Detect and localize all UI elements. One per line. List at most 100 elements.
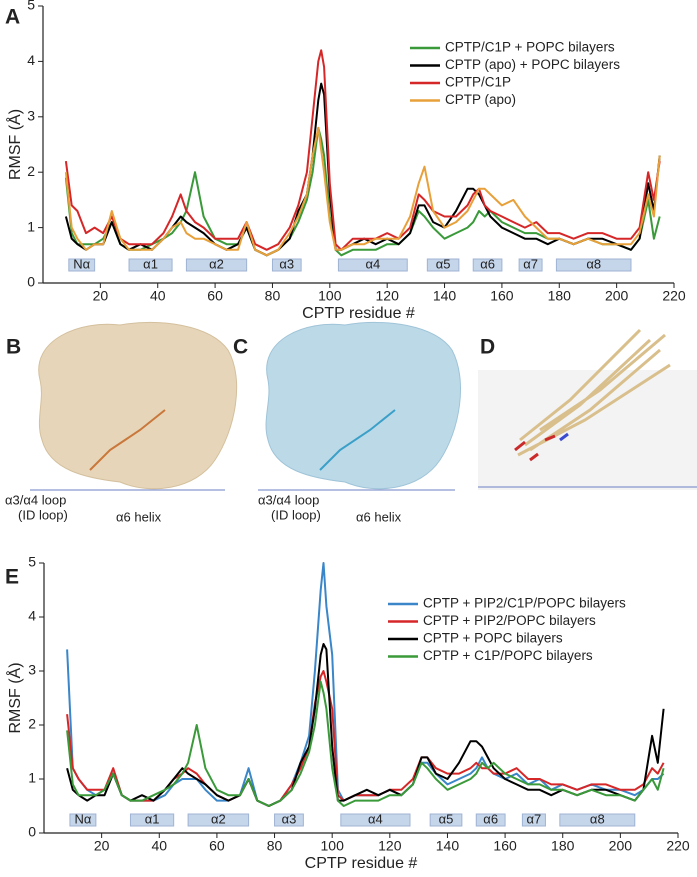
x-tick-label: 60 xyxy=(209,838,225,854)
y-tick-label: 4 xyxy=(27,52,35,68)
panel-label: A xyxy=(5,6,20,29)
legend-label: CPTP + PIP2/C1P/POPC bilayers xyxy=(423,596,626,611)
legend-label: CPTP + POPC bilayers xyxy=(423,631,563,646)
x-tick-label: 60 xyxy=(207,288,223,304)
helix-bar xyxy=(426,258,460,272)
helix-label: α8 xyxy=(586,256,601,271)
helix-bar xyxy=(69,813,97,827)
annotation: α6 helix xyxy=(356,509,402,524)
y-tick-label: 0 xyxy=(27,274,35,290)
x-tick-label: 180 xyxy=(548,288,572,304)
helix-bar xyxy=(128,258,173,272)
helix-bar xyxy=(187,813,250,827)
series-line xyxy=(64,126,661,257)
panel-label: D xyxy=(480,336,495,359)
helix-bar xyxy=(472,258,503,272)
annotation: α6 helix xyxy=(116,509,162,524)
legend-label: CPTP + C1P/POPC bilayers xyxy=(423,648,593,663)
helix-label: α7 xyxy=(527,811,542,826)
x-tick-label: 200 xyxy=(609,838,633,854)
helix-bar xyxy=(274,813,304,827)
y-tick-label: 5 xyxy=(28,554,36,570)
helix-bar xyxy=(518,258,543,272)
helix-label: α1 xyxy=(145,811,160,826)
panel-label: B xyxy=(6,336,21,359)
x-tick-label: 120 xyxy=(378,838,402,854)
y-tick-label: 3 xyxy=(27,108,35,124)
y-axis-label: RMSF (Å) xyxy=(5,109,24,180)
panel-label: E xyxy=(5,566,19,589)
x-axis-label: CPTP residue # xyxy=(305,855,418,872)
helix-bar xyxy=(555,258,632,272)
x-tick-label: 20 xyxy=(93,288,109,304)
ligand-overlay-d xyxy=(478,328,697,490)
series-line xyxy=(64,126,661,257)
helix-label: Nα xyxy=(74,811,91,826)
legend-label: CPTP (apo) xyxy=(445,92,516,107)
x-tick-label: 180 xyxy=(551,838,575,854)
series-line xyxy=(64,82,661,257)
panel-label: C xyxy=(233,336,248,359)
helix-label: α5 xyxy=(436,256,451,271)
y-axis-label: RMSF (Å) xyxy=(5,662,24,733)
helix-label: α7 xyxy=(523,256,538,271)
legend-label: CPTP/C1P + POPC bilayers xyxy=(445,40,615,55)
helix-bar xyxy=(68,258,96,272)
helix-label: α6 xyxy=(483,811,498,826)
x-tick-label: 40 xyxy=(151,838,167,854)
y-tick-label: 2 xyxy=(27,163,35,179)
helix-label: α4 xyxy=(365,256,380,271)
helix-bar xyxy=(521,813,546,827)
x-tick-label: 120 xyxy=(376,288,400,304)
protein-surface-c xyxy=(265,321,462,490)
series-line xyxy=(66,680,665,807)
annotation: α3/α4 loop xyxy=(258,492,319,507)
helix-bar xyxy=(340,813,411,827)
x-tick-label: 140 xyxy=(433,288,457,304)
x-tick-label: 160 xyxy=(490,288,514,304)
helix-label: α2 xyxy=(211,811,226,826)
x-tick-label: 40 xyxy=(150,288,166,304)
helix-label: α2 xyxy=(209,256,224,271)
x-tick-label: 140 xyxy=(436,838,460,854)
x-tick-label: 100 xyxy=(318,288,342,304)
helix-label: α3 xyxy=(279,256,294,271)
x-tick-label: 220 xyxy=(662,288,686,304)
x-tick-label: 100 xyxy=(321,838,345,854)
helix-label: α8 xyxy=(590,811,605,826)
x-axis-label: CPTP residue # xyxy=(302,305,415,322)
legend-label: CPTP/C1P xyxy=(445,75,511,90)
y-tick-label: 3 xyxy=(28,662,36,678)
helix-bar xyxy=(129,813,175,827)
helix-bar xyxy=(559,813,636,827)
helix-label: α4 xyxy=(368,811,383,826)
y-tick-label: 4 xyxy=(28,608,36,624)
annotation: α3/α4 loop xyxy=(5,492,66,507)
series-line xyxy=(66,670,665,807)
y-tick-label: 5 xyxy=(27,0,35,13)
helix-label: α5 xyxy=(439,811,454,826)
y-tick-label: 0 xyxy=(28,824,36,840)
helix-label: α6 xyxy=(480,256,495,271)
helix-bar xyxy=(337,258,408,272)
y-tick-label: 2 xyxy=(28,716,36,732)
helix-bar xyxy=(429,813,463,827)
y-tick-label: 1 xyxy=(27,218,35,234)
x-tick-label: 160 xyxy=(493,838,517,854)
x-tick-label: 80 xyxy=(267,838,283,854)
legend-label: CPTP (apo) + POPC bilayers xyxy=(445,57,620,72)
legend-label: CPTP + PIP2/POPC bilayers xyxy=(423,613,596,628)
series-line xyxy=(66,643,665,807)
x-tick-label: 80 xyxy=(265,288,281,304)
x-tick-label: 20 xyxy=(94,838,110,854)
x-tick-label: 220 xyxy=(666,838,690,854)
x-tick-label: 200 xyxy=(605,288,629,304)
y-tick-label: 1 xyxy=(28,770,36,786)
annotation: (ID loop) xyxy=(18,507,68,522)
helix-label: α1 xyxy=(143,256,158,271)
annotation: (ID loop) xyxy=(271,507,321,522)
helix-bar xyxy=(185,258,248,272)
helix-label: α3 xyxy=(282,811,297,826)
helix-bar xyxy=(475,813,506,827)
